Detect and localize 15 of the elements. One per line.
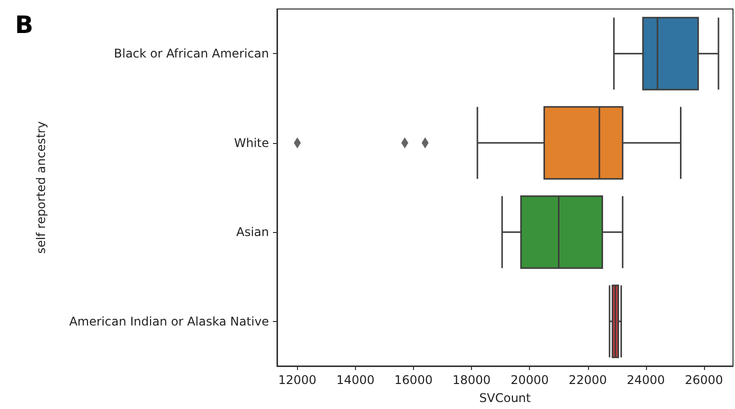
x-axis-title: SVCount	[479, 391, 532, 405]
x-tick-label: 26000	[684, 373, 724, 387]
x-tick-label: 12000	[278, 373, 316, 387]
x-tick-label: 18000	[452, 373, 491, 387]
x-tick-label: 22000	[568, 373, 607, 387]
x-tick-label: 24000	[626, 373, 665, 387]
y-axis-title: self reported ancestry	[34, 121, 48, 254]
x-tick-label: 14000	[336, 373, 375, 387]
x-tick-label: 20000	[510, 373, 549, 387]
y-tick-label: Asian	[236, 225, 269, 240]
y-tick-label: Black or African American	[114, 46, 269, 61]
y-tick-label: American Indian or Alaska Native	[69, 314, 269, 328]
text: B	[15, 11, 34, 39]
x-tick-label: 16000	[394, 373, 433, 387]
y-tick-label: White	[234, 136, 269, 150]
